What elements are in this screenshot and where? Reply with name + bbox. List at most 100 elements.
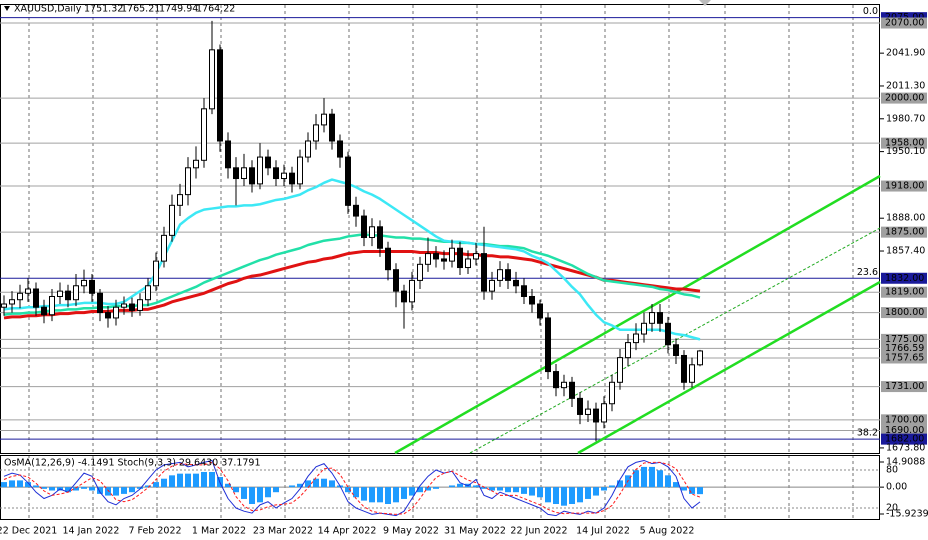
- oscillator-label: OsMA(12,26,9) -4.1491 Stoch(9,3,3) 29.64…: [4, 458, 261, 469]
- menu-arrow[interactable]: [4, 6, 10, 11]
- stoch-signal: [3, 461, 701, 515]
- level-label-box: [881, 226, 927, 238]
- osma-bar: [449, 485, 455, 488]
- y-tick-label: 2041.90: [886, 48, 925, 59]
- x-tick-label: 7 Feb 2022: [128, 526, 181, 537]
- candle-body: [353, 204, 359, 217]
- candle-body: [257, 156, 263, 185]
- osma-bar: [321, 478, 327, 488]
- level-label: 1832.00: [885, 273, 924, 284]
- moving-averages: [3, 178, 701, 341]
- candle-body: [17, 292, 23, 301]
- candle-body: [441, 258, 447, 262]
- osma-bar: [521, 487, 527, 494]
- candle-body: [505, 269, 511, 281]
- level-label-box: [881, 137, 927, 149]
- osma-bar: [609, 485, 615, 488]
- stoch-tick-label: 20: [886, 503, 898, 514]
- candle-body: [169, 204, 175, 236]
- candle-body: [193, 159, 199, 169]
- level-label-box: [881, 307, 927, 319]
- candle-body: [457, 247, 463, 269]
- candle-body: [1, 303, 7, 308]
- osma-bar: [681, 487, 687, 491]
- shift-marker: [699, 0, 711, 6]
- levels: 0.0 23.6 38.2: [0, 6, 880, 440]
- candle-body: [377, 226, 383, 249]
- candle-body: [89, 279, 95, 294]
- candle-body: [593, 408, 599, 423]
- candle-body: [633, 333, 639, 344]
- osma-bar: [33, 485, 39, 488]
- level-label-box: [881, 381, 927, 393]
- candle-body: [289, 172, 295, 185]
- fib-label: 23.6: [857, 267, 878, 278]
- osma-bar: [129, 487, 135, 493]
- candle-body: [529, 295, 535, 305]
- candle-body: [401, 290, 407, 303]
- level-label-box: [881, 425, 927, 437]
- osma-bar: [9, 480, 15, 488]
- candle-body: [577, 397, 583, 415]
- osma-bar: [201, 471, 207, 488]
- osma-bar: [225, 483, 231, 488]
- level-label-box: [881, 414, 927, 426]
- candle-body: [129, 303, 135, 311]
- channel: [394, 174, 881, 455]
- level-label: 2070.00: [885, 18, 924, 29]
- candle-body: [337, 140, 343, 158]
- candle-body: [25, 288, 31, 294]
- main-pane: [0, 4, 880, 454]
- price-axis: 2075.002070.002000.001958.001918.001875.…: [880, 12, 928, 520]
- candle-body: [641, 322, 647, 335]
- ohlc-high: 1765.21: [121, 4, 160, 15]
- y-tick-label: 1857.40: [886, 246, 925, 257]
- candle-body: [97, 292, 103, 314]
- candle-body: [617, 357, 623, 383]
- osma-bar: [697, 487, 703, 495]
- moving-average: [3, 233, 701, 316]
- osma-bar: [105, 487, 111, 496]
- osma-bar: [401, 487, 407, 499]
- osma-bar: [305, 480, 311, 488]
- x-tick-label: 22 Dec 2021: [0, 526, 57, 537]
- osma-bar: [89, 487, 95, 491]
- candle-body: [409, 279, 415, 303]
- level-label: 1875.00: [885, 227, 924, 238]
- osma-bar: [505, 487, 511, 493]
- osma-bar: [577, 487, 583, 503]
- candle-body: [433, 253, 439, 260]
- osma-bar: [377, 487, 383, 503]
- candle-body: [225, 140, 231, 169]
- candle-body: [145, 285, 151, 301]
- level-label: 1766.59: [885, 343, 924, 354]
- osma-bar: [113, 487, 119, 496]
- osma-bar: [297, 483, 303, 488]
- osma-bar: [673, 482, 679, 488]
- candle-body: [625, 342, 631, 359]
- candle-body: [233, 167, 239, 180]
- candle-body: [681, 354, 687, 383]
- level-label: 1682.00: [885, 434, 924, 445]
- osma-bar: [633, 470, 639, 488]
- level-label: 1918.00: [885, 181, 924, 192]
- ohlc-close: 1764.22: [196, 4, 235, 15]
- x-tick-label: 9 May 2022: [383, 526, 439, 537]
- moving-average: [3, 249, 701, 320]
- level-label-box: [881, 92, 927, 104]
- candle-body: [673, 344, 679, 356]
- level-label: 1690.00: [885, 425, 924, 436]
- candle-body: [553, 371, 559, 389]
- candle-body: [425, 253, 431, 265]
- candle-body: [473, 253, 479, 260]
- osma-bar: [537, 487, 543, 498]
- level-label-box: [881, 180, 927, 192]
- level-label-box: [881, 433, 927, 445]
- candle-body: [249, 167, 255, 185]
- osma-bar: [145, 485, 151, 488]
- candle-body: [513, 279, 519, 287]
- candle-body: [49, 295, 55, 316]
- osma-bar: [1, 482, 7, 488]
- osma-bar: [345, 487, 351, 493]
